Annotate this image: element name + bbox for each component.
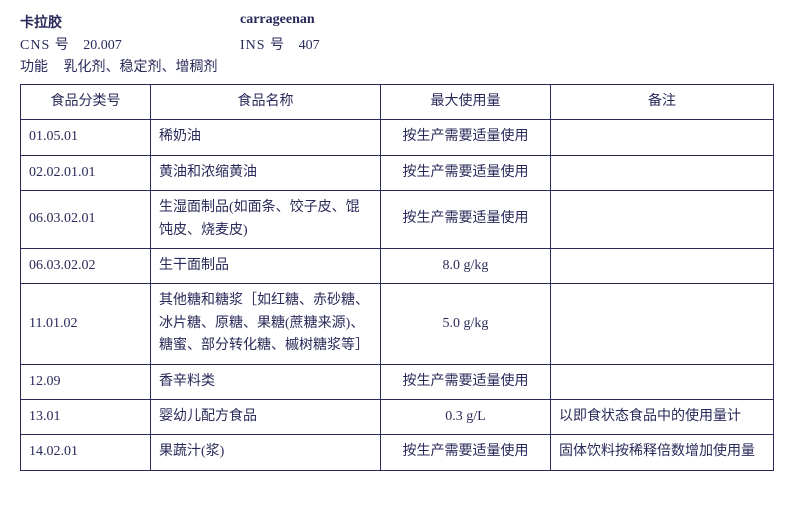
cell-limit: 按生产需要适量使用 (381, 155, 551, 190)
ins-block: INS 号 407 (240, 34, 320, 54)
codes-row: CNS 号 20.007 INS 号 407 (20, 34, 774, 54)
cell-limit: 按生产需要适量使用 (381, 120, 551, 155)
col-header-code: 食品分类号 (21, 85, 151, 120)
cell-name: 黄油和浓缩黄油 (151, 155, 381, 190)
cell-remark: 以即食状态食品中的使用量计 (551, 399, 774, 434)
cell-code: 14.02.01 (21, 435, 151, 470)
col-header-name: 食品名称 (151, 85, 381, 120)
cell-code: 12.09 (21, 364, 151, 399)
cell-remark (551, 120, 774, 155)
ins-label: INS 号 (240, 38, 285, 53)
cell-code: 11.01.02 (21, 284, 151, 364)
cell-name: 香辛料类 (151, 364, 381, 399)
table-row: 14.02.01果蔬汁(浆)按生产需要适量使用固体饮料按稀释倍数增加使用量 (21, 435, 774, 470)
cell-limit: 按生产需要适量使用 (381, 191, 551, 249)
cell-name: 生干面制品 (151, 248, 381, 283)
usage-table: 食品分类号 食品名称 最大使用量 备注 01.05.01稀奶油按生产需要适量使用… (20, 84, 774, 471)
table-row: 12.09香辛料类按生产需要适量使用 (21, 364, 774, 399)
cell-remark (551, 248, 774, 283)
cell-code: 02.02.01.01 (21, 155, 151, 190)
table-row: 01.05.01稀奶油按生产需要适量使用 (21, 120, 774, 155)
table-row: 06.03.02.01生湿面制品(如面条、饺子皮、馄饨皮、烧麦皮)按生产需要适量… (21, 191, 774, 249)
ins-value: 407 (299, 38, 320, 53)
cell-code: 06.03.02.01 (21, 191, 151, 249)
name-cn: 卡拉胶 (20, 12, 240, 32)
cell-code: 01.05.01 (21, 120, 151, 155)
table-row: 02.02.01.01黄油和浓缩黄油按生产需要适量使用 (21, 155, 774, 190)
table-row: 06.03.02.02生干面制品8.0 g/kg (21, 248, 774, 283)
cell-name: 其他糖和糖浆［如红糖、赤砂糖、冰片糖、原糖、果糖(蔗糖来源)、糖蜜、部分转化糖、… (151, 284, 381, 364)
cell-code: 13.01 (21, 399, 151, 434)
col-header-remark: 备注 (551, 85, 774, 120)
cell-name: 生湿面制品(如面条、饺子皮、馄饨皮、烧麦皮) (151, 191, 381, 249)
cns-block: CNS 号 20.007 (20, 34, 240, 54)
cell-name: 婴幼儿配方食品 (151, 399, 381, 434)
cell-name: 稀奶油 (151, 120, 381, 155)
cell-name: 果蔬汁(浆) (151, 435, 381, 470)
cell-remark (551, 364, 774, 399)
table-header-row: 食品分类号 食品名称 最大使用量 备注 (21, 85, 774, 120)
function-row: 功能 乳化剂、稳定剂、增稠剂 (20, 56, 774, 76)
cell-code: 06.03.02.02 (21, 248, 151, 283)
name-en: carrageenan (240, 12, 315, 32)
cell-remark (551, 155, 774, 190)
table-row: 11.01.02其他糖和糖浆［如红糖、赤砂糖、冰片糖、原糖、果糖(蔗糖来源)、糖… (21, 284, 774, 364)
cell-limit: 按生产需要适量使用 (381, 364, 551, 399)
table-row: 13.01婴幼儿配方食品0.3 g/L以即食状态食品中的使用量计 (21, 399, 774, 434)
cell-limit: 5.0 g/kg (381, 284, 551, 364)
cell-remark: 固体饮料按稀释倍数增加使用量 (551, 435, 774, 470)
cell-limit: 0.3 g/L (381, 399, 551, 434)
cell-limit: 8.0 g/kg (381, 248, 551, 283)
col-header-limit: 最大使用量 (381, 85, 551, 120)
cns-value: 20.007 (83, 38, 122, 53)
function-value: 乳化剂、稳定剂、增稠剂 (64, 60, 218, 75)
cns-label: CNS 号 (20, 38, 70, 53)
title-row: 卡拉胶 carrageenan (20, 12, 774, 32)
cell-remark (551, 191, 774, 249)
function-label: 功能 (20, 60, 48, 75)
cell-remark (551, 284, 774, 364)
cell-limit: 按生产需要适量使用 (381, 435, 551, 470)
